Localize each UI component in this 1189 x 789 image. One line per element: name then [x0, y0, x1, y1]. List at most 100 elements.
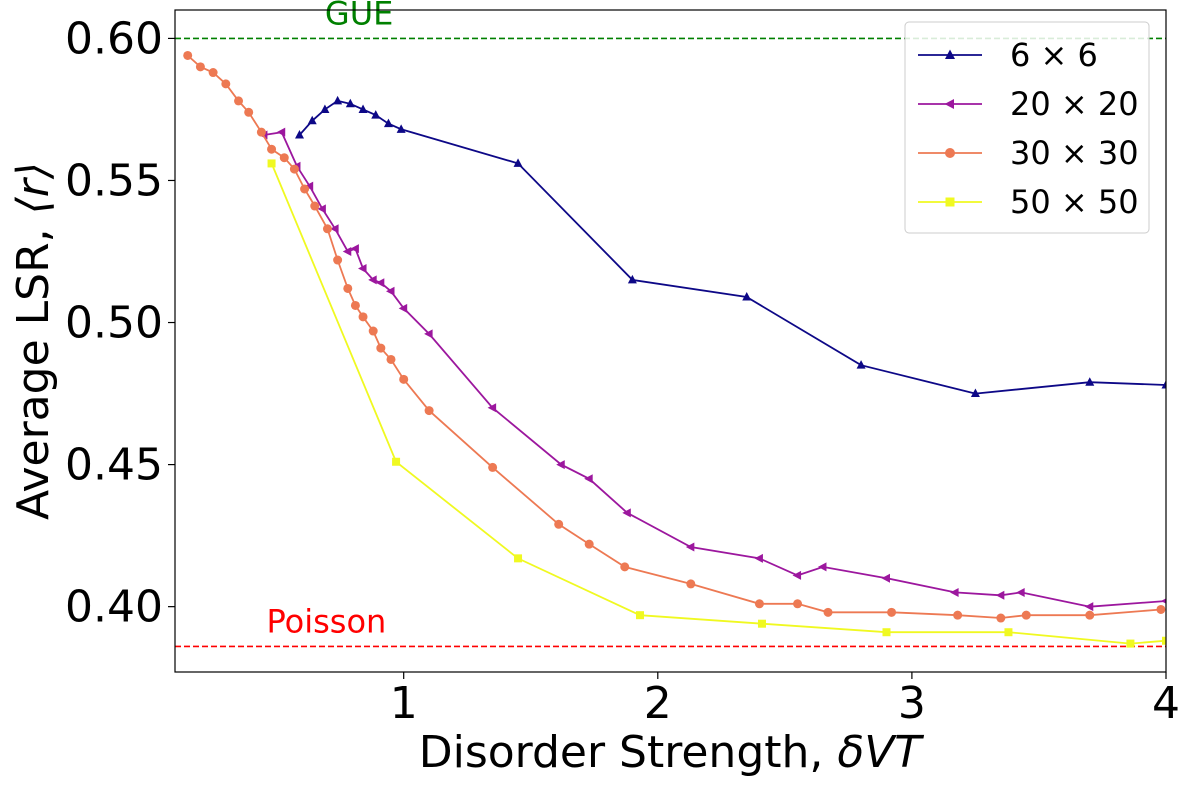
y-axis-label: Average LSR, ⟨r⟩ — [8, 162, 59, 520]
series-30-30 — [183, 50, 1166, 623]
data-point-30-30 — [424, 406, 434, 416]
legend-label: 20 × 20 — [1010, 85, 1139, 123]
data-point-20-20 — [487, 403, 497, 413]
y-tick-label: 0.55 — [65, 155, 163, 206]
data-point-50-50 — [267, 159, 276, 168]
data-point-20-20 — [276, 127, 286, 137]
data-point-6-6 — [383, 118, 393, 128]
y-axis-label-math: ⟨r⟩ — [8, 162, 59, 214]
x-tick-label: 3 — [898, 678, 926, 729]
data-point-20-20 — [342, 247, 352, 257]
y-axis-label-text: Average LSR, — [8, 214, 59, 520]
data-point-6-6 — [358, 104, 368, 113]
legend-item-6-6: 6 × 6 — [918, 36, 1098, 74]
data-point-50-50 — [392, 457, 401, 466]
data-point-6-6 — [307, 115, 317, 125]
data-point-6-6 — [856, 360, 866, 369]
series-50-50 — [267, 159, 1166, 648]
data-point-20-20 — [950, 587, 959, 597]
data-point-30-30 — [256, 127, 266, 137]
legend: 6 × 6 20 × 20 30 × 30 50 × 50 — [904, 21, 1150, 234]
data-point-30-30 — [234, 96, 244, 106]
legend-label: 30 × 30 — [1010, 134, 1139, 172]
data-point-50-50 — [757, 619, 766, 628]
data-point-30-30 — [793, 599, 803, 609]
legend-marker — [945, 49, 955, 59]
series-6-6 — [295, 95, 1166, 398]
data-point-20-20 — [556, 460, 565, 470]
data-point-30-30 — [183, 50, 193, 60]
plot-frame — [174, 9, 1167, 673]
data-point-20-20 — [754, 553, 763, 563]
data-point-20-20 — [304, 181, 314, 191]
data-point-30-30 — [343, 283, 353, 293]
data-point-30-30 — [195, 62, 205, 72]
data-point-20-20 — [685, 542, 695, 552]
data-point-30-30 — [1156, 604, 1166, 614]
data-point-20-20 — [398, 303, 408, 313]
data-point-50-50 — [636, 611, 645, 620]
poisson-reference-label: Poisson — [266, 602, 386, 640]
legend-item-20-20: 20 × 20 — [918, 85, 1139, 123]
data-point-30-30 — [322, 224, 332, 234]
legend-box — [904, 21, 1150, 234]
data-point-20-20 — [622, 508, 631, 518]
data-point-30-30 — [620, 562, 630, 572]
x-axis-label: Disorder Strength, δVT — [419, 727, 925, 778]
data-point-20-20 — [584, 474, 593, 484]
data-point-20-20 — [424, 329, 433, 339]
legend-label: 6 × 6 — [1010, 36, 1098, 74]
data-point-20-20 — [1084, 602, 1094, 612]
data-point-30-30 — [953, 610, 963, 620]
reference-labels: GUE Poisson — [266, 0, 393, 640]
gue-reference-label: GUE — [325, 0, 393, 32]
data-point-6-6 — [627, 274, 637, 284]
data-point-30-30 — [584, 539, 594, 549]
y-tick-label: 0.40 — [65, 582, 163, 633]
data-point-30-30 — [267, 144, 277, 154]
data-point-30-30 — [754, 599, 764, 609]
data-point-50-50 — [1162, 636, 1166, 645]
data-point-20-20 — [1161, 598, 1166, 604]
data-point-30-30 — [310, 201, 320, 211]
data-point-6-6 — [1085, 377, 1095, 386]
data-point-30-30 — [554, 519, 564, 529]
data-point-30-30 — [368, 326, 378, 336]
data-point-20-20 — [375, 278, 385, 288]
data-point-30-30 — [376, 343, 386, 353]
x-axis-label-math: δVT — [837, 727, 924, 778]
data-point-6-6 — [371, 110, 381, 119]
data-point-30-30 — [244, 107, 254, 117]
legend-marker — [945, 148, 955, 158]
data-point-6-6 — [295, 130, 305, 139]
series-line-6-6 — [298, 99, 1166, 395]
data-point-30-30 — [208, 68, 218, 78]
data-point-6-6 — [513, 158, 523, 167]
data-point-20-20 — [881, 573, 890, 583]
series-layer — [183, 50, 1166, 648]
y-tick-label: 0.50 — [65, 298, 163, 349]
data-point-6-6 — [320, 104, 330, 113]
data-point-20-20 — [330, 224, 339, 234]
data-point-50-50 — [1126, 639, 1135, 648]
data-point-20-20 — [317, 204, 326, 214]
data-point-20-20 — [792, 570, 802, 580]
x-axis-ticks: 1 2 3 4 — [390, 672, 1180, 729]
data-point-6-6 — [1161, 380, 1166, 389]
data-point-30-30 — [488, 462, 498, 472]
data-point-6-6 — [333, 95, 343, 105]
data-point-30-30 — [386, 354, 396, 364]
data-point-30-30 — [823, 607, 833, 617]
data-point-30-30 — [221, 79, 231, 89]
y-axis-ticks: 0.40 0.45 0.50 0.55 0.60 — [65, 13, 175, 633]
x-tick-label: 2 — [644, 678, 672, 729]
data-point-6-6 — [970, 388, 980, 398]
data-point-30-30 — [996, 613, 1006, 623]
data-point-30-30 — [358, 312, 368, 322]
x-tick-label: 1 — [390, 678, 418, 729]
data-point-6-6 — [345, 98, 355, 108]
legend-item-30-30: 30 × 30 — [918, 134, 1139, 172]
data-point-20-20 — [995, 590, 1005, 600]
data-point-30-30 — [350, 300, 360, 310]
